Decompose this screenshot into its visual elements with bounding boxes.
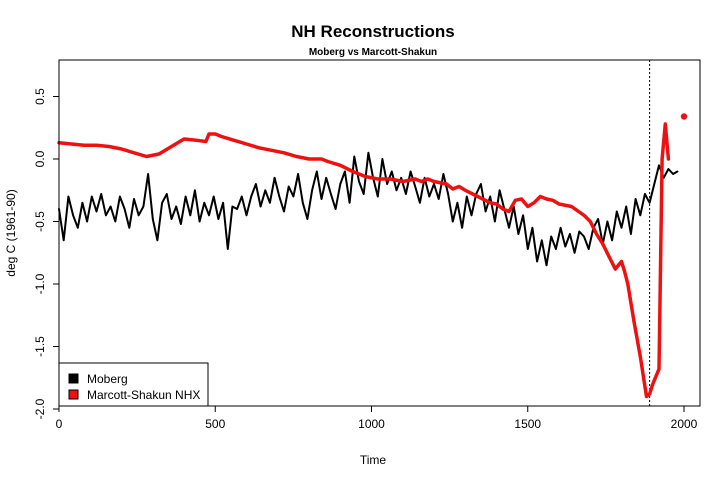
y-tick-label-3: -0.5 (33, 211, 47, 232)
x-tick-label-2: 1000 (358, 417, 385, 431)
y-tick-label-1: -1.5 (33, 336, 47, 357)
legend-box (58, 362, 209, 407)
plot-area (57, 60, 688, 406)
x-axis-label: Time (360, 453, 387, 467)
series-layer (57, 60, 688, 406)
y-tick-label-5: 0.5 (33, 88, 47, 105)
series-line-marcott-shakun-nhx (57, 122, 671, 399)
x-tick-label-3: 1500 (514, 417, 541, 431)
y-tick-label-0: -2.0 (33, 398, 47, 419)
y-tick-label-2: -1.0 (33, 273, 47, 294)
x-axis: 0 500 1000 1500 2000 (56, 406, 698, 431)
chart-subtitle: Moberg vs Marcott-Shakun (309, 47, 437, 58)
y-tick-label-4: 0.0 (33, 150, 47, 167)
legend-label-marcott: Marcott-Shakun NHX (87, 388, 200, 402)
y-axis: -2.0 -1.5 -1.0 -0.5 0.0 0.5 (33, 88, 59, 419)
x-tick-label-0: 0 (56, 417, 63, 431)
legend: Moberg Marcott-Shakun NHX (58, 362, 209, 407)
x-tick-label-4: 2000 (671, 417, 698, 431)
legend-swatch-marcott (68, 389, 79, 400)
y-axis-label: deg C (1961-90) (4, 189, 18, 276)
x-tick-label-1: 500 (205, 417, 225, 431)
legend-swatch-moberg (68, 373, 79, 384)
chart-title: NH Reconstructions (291, 22, 454, 41)
series-line-moberg (58, 151, 679, 267)
legend-label-moberg: Moberg (87, 372, 128, 386)
plot-frame (58, 59, 701, 407)
marcott-last-point (680, 113, 688, 120)
